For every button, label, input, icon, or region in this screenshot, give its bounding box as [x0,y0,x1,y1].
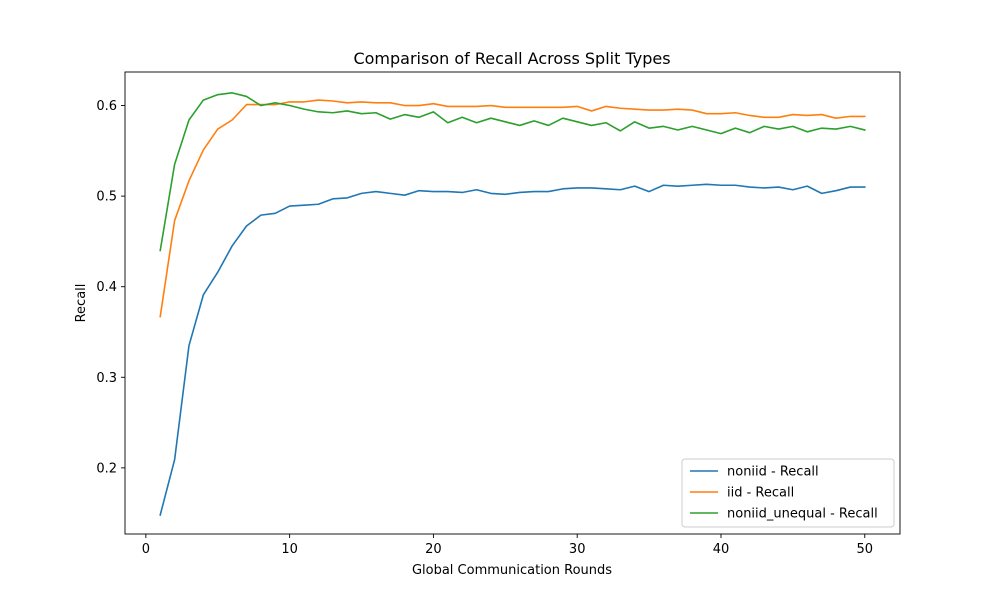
legend-label-1: iid - Recall [727,486,794,501]
series-line-0 [159,183,866,516]
series-line-1 [159,99,866,318]
y-tick-label: 0.2 [96,461,117,476]
x-tick-label: 20 [425,542,442,557]
legend: noniid - Recall iid - Recall noniid_unequa… [681,458,895,528]
y-axis-title: Recall [74,284,89,323]
x-tick-label: 50 [856,542,873,557]
chart-title: Comparison of Recall Across Split Types [353,49,670,68]
plot-area: 0 10 20 30 40 50 0.2 0.3 0.4 0.5 0.6 [96,71,901,557]
x-tick-label: 10 [281,542,298,557]
y-tick-label: 0.5 [96,190,117,205]
legend-label-0: noniid - Recall [727,465,819,480]
y-tick-label: 0.3 [96,371,117,386]
y-tick-label: 0.4 [96,280,117,295]
y-tick-label: 0.6 [96,99,117,114]
series-line-2 [159,92,866,252]
legend-box [681,458,895,528]
x-tick-label: 30 [569,542,586,557]
legend-label-2: noniid_unequal - Recall [727,507,878,522]
x-tick-label: 0 [142,542,150,557]
x-axis-title: Global Communication Rounds [412,563,612,578]
x-tick-label: 40 [713,542,730,557]
axes-frame [124,71,901,535]
